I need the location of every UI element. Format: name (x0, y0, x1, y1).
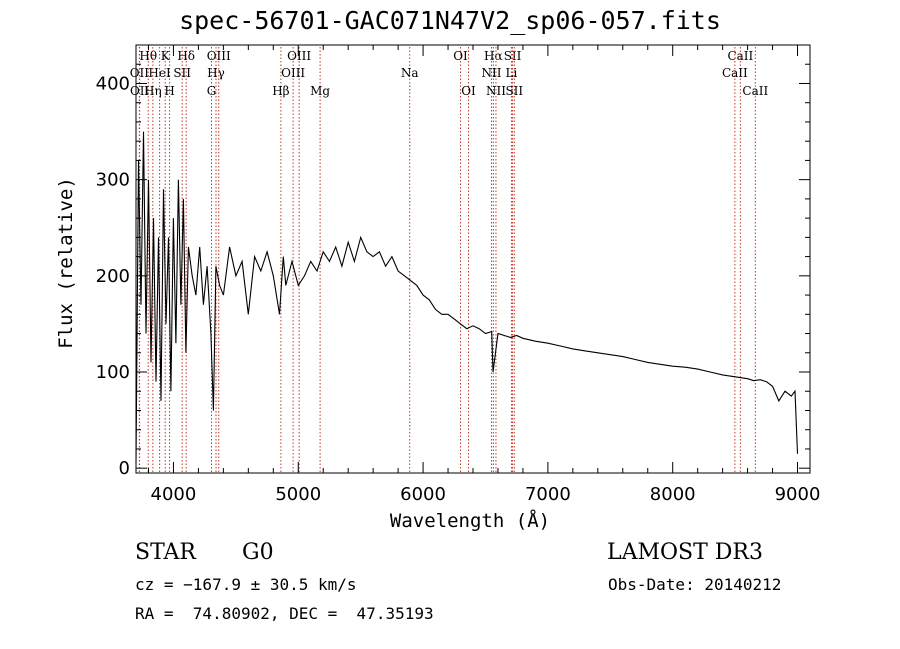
line-label-20: NII (481, 66, 501, 80)
line-label-27: CaII (742, 84, 768, 98)
x-tick-label-3: 7000 (525, 484, 571, 505)
y-tick-label-3: 300 (96, 170, 130, 191)
y-tick-label-2: 200 (96, 266, 130, 287)
line-label-3: Hη (144, 84, 162, 98)
line-label-22: SII (504, 49, 522, 63)
line-label-8: Hδ (177, 49, 195, 63)
line-label-25: CaII (727, 49, 753, 63)
line-label-23: Li (506, 66, 518, 80)
object-class: STAR (135, 540, 196, 565)
x-tick-label-0: 4000 (151, 484, 197, 505)
line-label-10: Hγ (207, 66, 225, 80)
x-axis-label: Wavelength (Å) (389, 510, 551, 532)
y-tick-label-1: 100 (96, 362, 130, 383)
line-label-0: Hθ (139, 49, 157, 63)
line-label-9: OIII (207, 49, 231, 63)
line-label-18: OI (461, 84, 476, 98)
line-label-12: Hβ (272, 84, 289, 98)
line-label-15: Mg (310, 84, 330, 98)
x-tick-label-1: 5000 (275, 484, 321, 505)
observation-date: Obs-Date: 20140212 (608, 575, 782, 594)
redshift-velocity: cz = −167.9 ± 30.5 km/s (135, 575, 357, 594)
object-subclass: G0 (242, 540, 274, 565)
line-label-5: K (161, 49, 171, 63)
line-label-7: SII (173, 66, 191, 80)
coordinates: RA = 74.80902, DEC = 47.35193 (135, 604, 434, 623)
line-label-21: NII (486, 84, 506, 98)
line-label-11: G (207, 84, 217, 98)
line-label-16: Na (401, 66, 419, 80)
line-label-6: H (164, 84, 174, 98)
line-label-19: Hα (484, 49, 503, 63)
y-axis-label: Flux (relative) (55, 177, 77, 349)
y-tick-label-4: 400 (96, 73, 130, 94)
line-label-24: SII (505, 84, 523, 98)
survey-name: LAMOST DR3 (607, 540, 763, 565)
line-label-26: CaII (722, 66, 748, 80)
line-label-14: OIII (281, 66, 305, 80)
line-label-2: OII (130, 84, 150, 98)
line-label-4: HeI (148, 66, 171, 80)
x-tick-label-2: 6000 (400, 484, 446, 505)
x-tick-label-4: 8000 (650, 484, 696, 505)
spectrum-line (135, 131, 799, 464)
chart-title: spec-56701-GAC071N47V2_sp06-057.fits (179, 6, 721, 35)
line-label-13: OIII (287, 49, 311, 63)
line-label-17: OI (453, 49, 468, 63)
y-tick-label-0: 0 (119, 458, 130, 479)
plot-frame (135, 44, 811, 474)
x-tick-label-5: 9000 (775, 484, 821, 505)
